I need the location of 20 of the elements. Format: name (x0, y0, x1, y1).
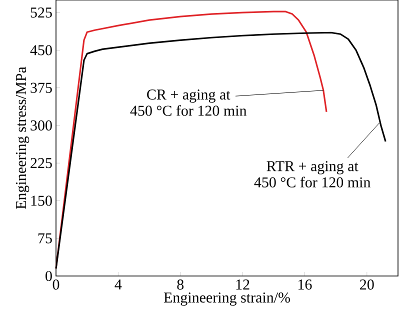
y-tick-label: 525 (30, 8, 52, 18)
y-tick-label: 450 (30, 45, 52, 56)
annotation: 450 °C for 120 min (254, 176, 371, 188)
x-axis-title: Engineering strain/% (164, 292, 290, 306)
y-tick-label: 150 (31, 196, 52, 206)
x-tick-label: 16 (298, 280, 312, 290)
y-tick-label: 375 (30, 82, 52, 93)
y-axis-title: Engineering stress/MPa (16, 66, 30, 210)
y-tick-label: 225 (30, 158, 52, 168)
x-tick-label: 0 (52, 280, 60, 290)
x-tick-label: 20 (360, 280, 374, 290)
annotation: 450 °C for 120 min (130, 105, 247, 116)
annotation: CR + aging at (147, 90, 230, 103)
y-tick-label: 75 (38, 233, 52, 244)
annotation: RTR + aging at (266, 161, 358, 174)
x-tick-label: 4 (114, 280, 122, 290)
y-tick-label: 300 (30, 120, 52, 131)
x-tick-label: 12 (236, 280, 250, 290)
x-tick-label: 8 (177, 280, 184, 290)
y-tick-label: 0 (46, 270, 52, 282)
